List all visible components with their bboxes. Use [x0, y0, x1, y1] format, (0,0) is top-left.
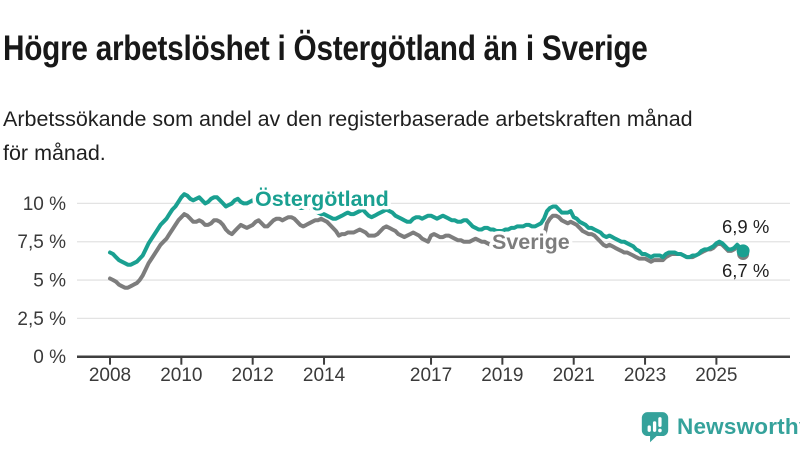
x-tick-label: 2012	[232, 365, 274, 386]
chart-y-axis-labels: 0 % 2,5 % 5 % 7,5 % 10 %	[17, 194, 66, 368]
chart-end-dots	[736, 244, 750, 260]
newsworthy-brand-text: Newsworthy	[677, 414, 800, 439]
series-label-ostergotland: Östergötland	[255, 186, 389, 211]
y-tick-label: 10 %	[23, 194, 66, 215]
x-tick-label: 2021	[553, 365, 595, 386]
page-title: Högre arbetslöshet i Östergötland än i S…	[3, 29, 648, 69]
x-tick-label: 2025	[695, 365, 737, 386]
series-line-ostergotland	[108, 192, 746, 267]
newsworthy-logo-icon	[641, 412, 669, 443]
chart-gridlines	[77, 202, 790, 358]
page-subtitle: Arbetssökande som andel av den registerb…	[3, 106, 693, 165]
chart-inline-labels: Östergötland 6,9 % Sverige 6,7 %	[252, 183, 770, 282]
y-tick-label: 0 %	[33, 347, 66, 368]
x-tick-label: 2008	[89, 365, 131, 386]
end-value-label-ostergotland: 6,9 %	[722, 216, 769, 237]
x-tick-label: 2014	[303, 365, 346, 386]
end-dot-ostergotland	[736, 244, 750, 258]
series-label-sverige: Sverige	[492, 230, 570, 254]
y-tick-label: 2,5 %	[17, 309, 66, 330]
end-value-label-sverige: 6,7 %	[722, 260, 769, 281]
y-tick-label: 7,5 %	[17, 232, 66, 253]
chart-x-axis: 2008 2010 2012 2014 2017 2019 2021 2023 2025	[89, 356, 738, 386]
y-tick-label: 5 %	[33, 271, 66, 292]
x-tick-label: 2019	[481, 365, 523, 386]
x-tick-label: 2017	[410, 365, 452, 386]
chart-series-lines	[108, 192, 746, 290]
series-line-sverige	[108, 212, 746, 290]
x-tick-label: 2010	[160, 365, 202, 386]
x-tick-label: 2023	[624, 365, 666, 386]
newsworthy-logo: Newsworthy	[641, 411, 800, 443]
